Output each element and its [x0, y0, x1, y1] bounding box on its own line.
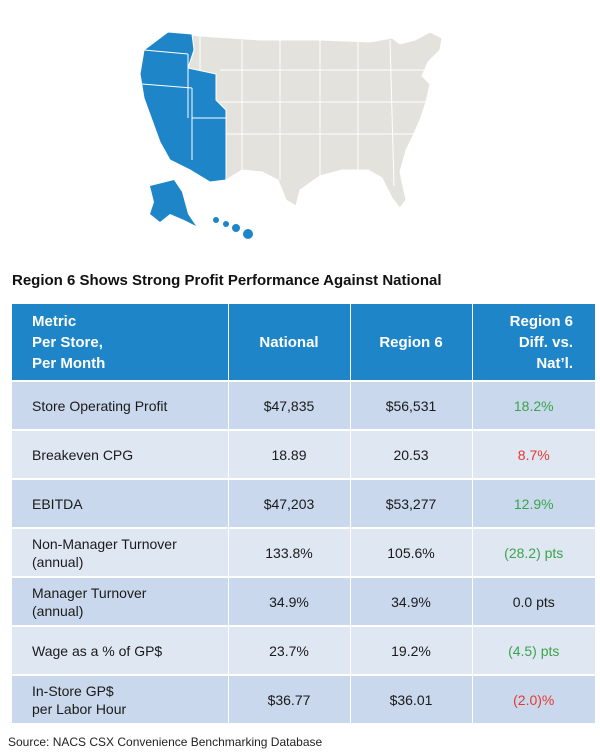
header-diff-line: Nat’l.: [536, 354, 573, 372]
row-national-value: $47,835: [228, 380, 351, 430]
header-diff-line: Diff. vs.: [518, 333, 573, 351]
table-row: EBITDA $47,203 $53,277 12.9%: [12, 478, 595, 528]
row-national-value: 34.9%: [228, 576, 351, 626]
row-metric-label-line: (annual): [32, 602, 84, 619]
metrics-table: Metric Per Store, Per Month National Reg…: [12, 304, 595, 723]
header-metric-line: Metric: [32, 312, 77, 330]
row-region-value: 20.53: [350, 429, 473, 479]
row-diff-value: (28.2) pts: [472, 527, 595, 577]
row-region-value: $53,277: [350, 478, 473, 528]
row-metric-label-line: (annual): [32, 553, 84, 570]
alaska-shape: [150, 180, 196, 226]
header-metric: Metric Per Store, Per Month: [12, 304, 229, 381]
row-metric-label-line: EBITDA: [32, 495, 83, 512]
us-region-map: [139, 31, 443, 239]
row-region-value: $36.01: [350, 674, 473, 723]
row-region-value: 19.2%: [350, 625, 473, 675]
row-metric-label-line: Wage as a % of GP$: [32, 642, 163, 659]
row-metric-label: Store Operating Profit: [12, 380, 229, 430]
table-row: Wage as a % of GP$ 23.7% 19.2% (4.5) pts: [12, 625, 595, 675]
header-region: Region 6: [350, 304, 473, 381]
row-diff-value: 8.7%: [472, 429, 595, 479]
header-diff: Region 6 Diff. vs. Nat’l.: [472, 304, 595, 381]
row-metric-label: In-Store GP$ per Labor Hour: [12, 674, 229, 723]
header-diff-line: Region 6: [509, 312, 573, 330]
region-6-highlight: [139, 31, 227, 183]
table-row: Manager Turnover (annual) 34.9% 34.9% 0.0 pt…: [12, 576, 595, 626]
row-national-value: 23.7%: [228, 625, 351, 675]
row-metric-label-line: Non-Manager Turnover: [32, 535, 177, 552]
table-row: Breakeven CPG 18.89 20.53 8.7%: [12, 429, 595, 479]
row-metric-label: Breakeven CPG: [12, 429, 229, 479]
row-metric-label: Non-Manager Turnover (annual): [12, 527, 229, 577]
hawaii-shape: [213, 217, 253, 239]
row-metric-label: Wage as a % of GP$: [12, 625, 229, 675]
row-metric-label: Manager Turnover (annual): [12, 576, 229, 626]
row-diff-value: (4.5) pts: [472, 625, 595, 675]
row-metric-label: EBITDA: [12, 478, 229, 528]
table-row: Non-Manager Turnover (annual) 133.8% 105.6%…: [12, 527, 595, 577]
row-metric-label-line: In-Store GP$: [32, 682, 114, 699]
table-row: In-Store GP$ per Labor Hour $36.77 $36.01 (2…: [12, 674, 595, 723]
row-diff-value: 0.0 pts: [472, 576, 595, 626]
header-national: National: [228, 304, 351, 381]
row-diff-value: 18.2%: [472, 380, 595, 430]
row-diff-value: (2.0)%: [472, 674, 595, 723]
header-metric-line: Per Month: [32, 354, 106, 372]
row-region-value: 105.6%: [350, 527, 473, 577]
row-national-value: 133.8%: [228, 527, 351, 577]
row-region-value: $56,531: [350, 380, 473, 430]
row-national-value: $36.77: [228, 674, 351, 723]
row-national-value: $47,203: [228, 478, 351, 528]
row-metric-label-line: per Labor Hour: [32, 700, 127, 717]
table-row: Store Operating Profit $47,835 $56,531 18.2…: [12, 380, 595, 430]
table-header-row: Metric Per Store, Per Month National Reg…: [12, 304, 595, 381]
row-region-value: 34.9%: [350, 576, 473, 626]
row-metric-label-line: Manager Turnover: [32, 584, 147, 601]
row-national-value: 18.89: [228, 429, 351, 479]
table-title: Region 6 Shows Strong Profit Performance…: [12, 272, 442, 289]
row-metric-label-line: Breakeven CPG: [32, 446, 134, 463]
source-note: Source: NACS CSX Convenience Benchmarkin…: [8, 735, 323, 749]
row-metric-label-line: Store Operating Profit: [32, 397, 168, 414]
row-diff-value: 12.9%: [472, 478, 595, 528]
header-metric-line: Per Store,: [32, 333, 103, 351]
